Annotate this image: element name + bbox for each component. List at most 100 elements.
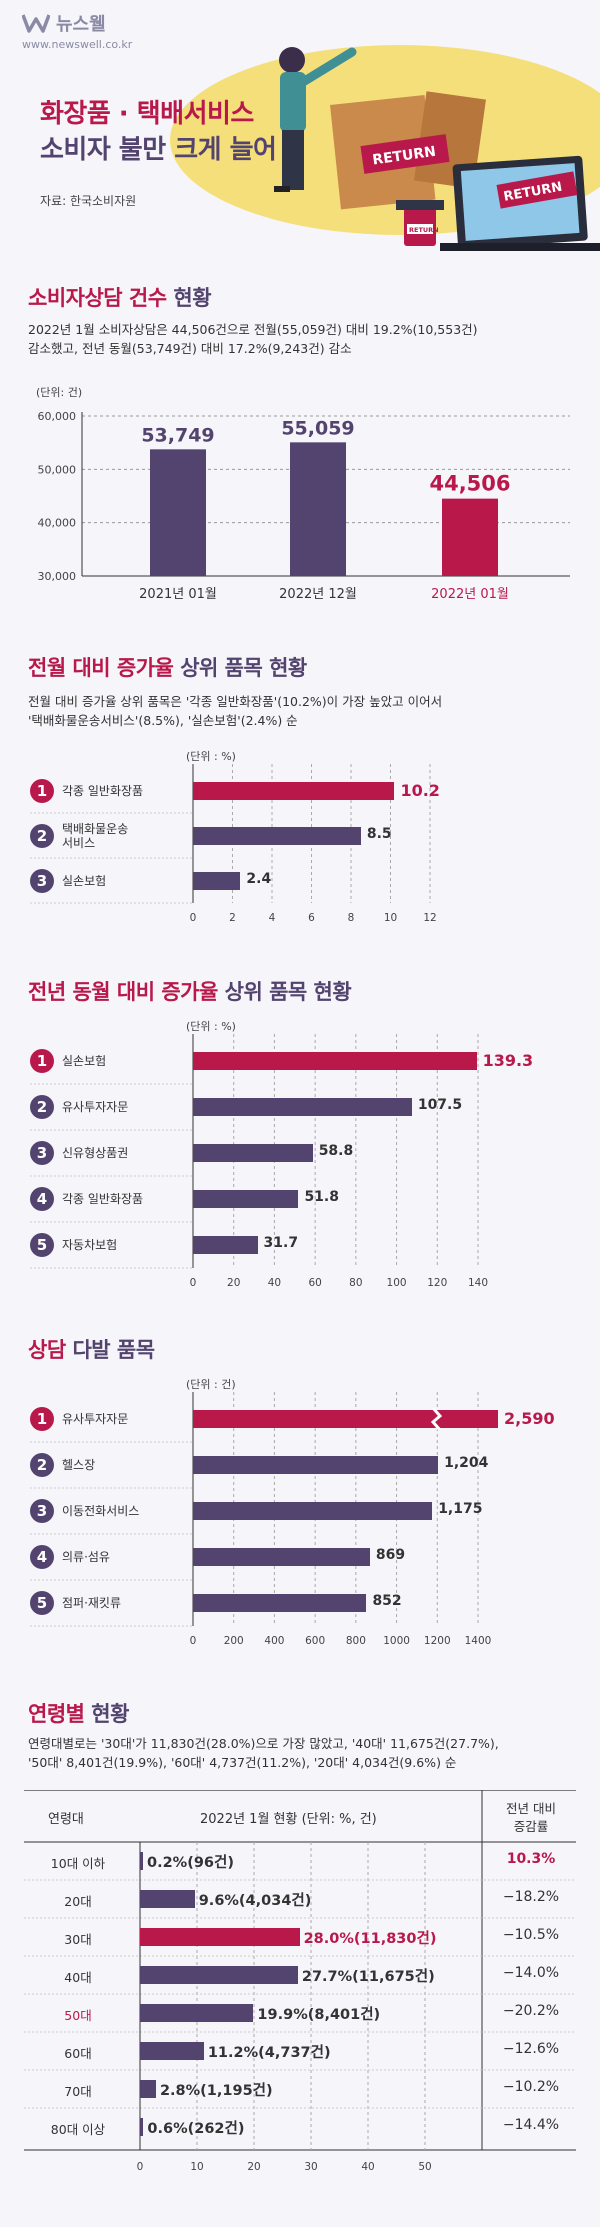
chart4-title: 상담 다발 품목 xyxy=(28,1334,155,1364)
chart3-x-tick: 100 xyxy=(387,1277,407,1289)
chart2-title-sub: 상위 품목 현황 xyxy=(180,656,307,680)
chart5-grid-svg: 0 10 20 30 40 50 xyxy=(24,1790,576,2173)
chart3-title: 전년 동월 대비 증가율 상위 품목 현황 xyxy=(28,976,352,1006)
chart4-value-label: 1,204 xyxy=(444,1455,489,1471)
chart5-bar xyxy=(140,1966,298,1984)
chart5-change-label: −18.2% xyxy=(502,1889,560,1905)
chart3-bar xyxy=(193,1052,477,1070)
chart4-rank-badge: 5 xyxy=(30,1591,54,1615)
chart5-desc-line1: 연령대별로는 '30대'가 11,830건(28.0%)으로 가장 많았고, '… xyxy=(28,1736,499,1751)
chart5-change-label: −12.6% xyxy=(502,2041,560,2057)
chart5-change-label: −10.2% xyxy=(502,2079,560,2095)
chart1-title-main: 소비자상담 건수 xyxy=(28,286,167,310)
chart5-bar xyxy=(140,2004,254,2022)
chart2-description: 전월 대비 증가율 상위 품목은 '각종 일반화장품'(10.2%)이 가장 높… xyxy=(28,692,588,730)
chart2-x-tick: 8 xyxy=(348,912,355,924)
chart2-title: 전월 대비 증가율 상위 품목 현황 xyxy=(28,652,307,682)
chart5-value-label: 19.9%(8,401건) xyxy=(257,2007,381,2023)
chart5-bar xyxy=(140,2118,144,2136)
chart5-value-label: 11.2%(4,737건) xyxy=(207,2045,331,2061)
chart5-value-label: 9.6%(4,034건) xyxy=(198,1893,312,1909)
chart2-x-tick: 4 xyxy=(269,912,276,924)
chart5-bar xyxy=(140,1852,143,1870)
brand-logo[interactable]: 뉴스웰 xyxy=(22,10,106,36)
chart5-change-label: 10.3% xyxy=(506,1851,556,1867)
chart5-x-tick: 20 xyxy=(247,2161,260,2173)
chart4-category-label: 의류·섬유 xyxy=(62,1550,110,1564)
chart2-category-label: 각종 일반화장품 xyxy=(62,783,144,798)
chart4-bar xyxy=(193,1502,433,1520)
chart3-bar xyxy=(193,1144,313,1162)
chart5-header-change-1: 전년 대비 xyxy=(506,1801,556,1816)
chart5-age-label: 40대 xyxy=(64,1970,92,1985)
chart5-value-label: 0.6%(262건) xyxy=(147,2121,245,2137)
chart1-title: 소비자상담 건수 현황 xyxy=(28,282,212,312)
chart3-category-label: 유사투자자문 xyxy=(62,1100,129,1114)
chart2-title-main: 전월 대비 증가율 xyxy=(28,656,174,680)
chart5-header-age: 연령대 xyxy=(48,1812,84,1827)
chart4-x-tick: 800 xyxy=(346,1635,366,1647)
chart3-grid-svg: 0 20 40 60 80 100 120 140 xyxy=(30,1034,488,1289)
headline: 화장품 · 택배서비스 소비자 불만 크게 늘어 xyxy=(40,96,277,168)
chart3-x-tick: 60 xyxy=(308,1277,321,1289)
axis-break-icon xyxy=(430,1408,443,1430)
chart5-age-label: 50대 xyxy=(64,2008,92,2023)
chart1-y-tick: 30,000 xyxy=(38,570,77,583)
chart1-bar xyxy=(150,449,206,576)
chart5-age-label: 80대 이상 xyxy=(50,2122,106,2137)
headline-line2: 소비자 불만 크게 늘어 xyxy=(40,135,277,165)
chart2-value-label: 8.5 xyxy=(366,825,392,842)
chart3-title-main: 전년 동월 대비 증가율 xyxy=(28,980,218,1004)
chart3-category-label: 각종 일반화장품 xyxy=(62,1192,144,1206)
chart4-bar xyxy=(193,1456,439,1474)
chart2-x-tick: 6 xyxy=(308,912,315,924)
chart5-x-tick: 30 xyxy=(304,2161,317,2173)
chart1-bar xyxy=(290,442,346,576)
chart4-x-tick: 600 xyxy=(305,1635,325,1647)
chart2-bar xyxy=(193,781,395,800)
chart5-bar xyxy=(140,2042,204,2060)
brand-name: 뉴스웰 xyxy=(56,14,106,35)
chart4-rank-badge: 1 xyxy=(30,1407,54,1431)
chart5-value-label: 0.2%(96건) xyxy=(147,1855,234,1871)
chart3-x-tick: 80 xyxy=(349,1277,362,1289)
return-label-3: RETURN xyxy=(409,226,439,234)
chart3-rank-badge: 4 xyxy=(30,1187,54,1211)
chart1-category-label: 2022년 12월 xyxy=(279,587,357,602)
chart5-change-label: −10.5% xyxy=(502,1927,560,1943)
chart3-value-label: 58.8 xyxy=(318,1143,354,1159)
chart5-x-tick: 40 xyxy=(361,2161,374,2173)
chart3-category-label: 신유형상품권 xyxy=(62,1146,129,1160)
chart1-description: 2022년 1월 소비자상담은 44,506건으로 전월(55,059건) 대비… xyxy=(28,320,588,358)
chart4-value-label: 869 xyxy=(375,1547,406,1563)
chart2-unit: (단위 : %) xyxy=(186,750,236,763)
chart1-y-tick: 50,000 xyxy=(38,463,77,476)
chart4-unit: (단위 : 건) xyxy=(186,1378,236,1391)
chart5-change-label: −14.4% xyxy=(502,2117,560,2133)
chart2-desc-line2: '택배화물운송서비스'(8.5%), '실손보험'(2.4%) 순 xyxy=(28,713,298,728)
chart4-value-label: 852 xyxy=(372,1593,402,1609)
chart4-bar xyxy=(193,1548,370,1566)
chart3-unit: (단위 : %) xyxy=(186,1020,236,1033)
chart2-grid-svg: 0 2 4 6 8 10 12 xyxy=(30,764,437,924)
chart3-rank-badge: 1 xyxy=(30,1049,54,1073)
chart4-grid-svg: 0 200 400 600 800 1000 1200 1400 xyxy=(30,1392,491,1647)
chart5-header-change-2: 증감률 xyxy=(513,1819,549,1834)
chart5-title: 연령별 현황 xyxy=(28,1698,129,1728)
chart2-value-label: 2.4 xyxy=(246,870,272,887)
chart2-x-tick: 0 xyxy=(190,912,197,924)
chart2-bar xyxy=(193,826,361,845)
chart1-title-sub: 현황 xyxy=(173,286,212,310)
chart1-category-label: 2021년 01월 xyxy=(139,587,217,602)
brand-url: www.newswell.co.kr xyxy=(22,38,133,51)
chart1-y-tick: 40,000 xyxy=(38,517,77,530)
chart3-x-tick: 120 xyxy=(427,1277,447,1289)
chart3-bar xyxy=(193,1098,412,1116)
chart3-x-tick: 40 xyxy=(268,1277,281,1289)
chart5-value-label: 27.7%(11,675건) xyxy=(301,1969,435,1985)
chart1-value-label: 53,749 xyxy=(141,424,214,446)
chart5-title-main: 연령별 xyxy=(28,1702,85,1726)
chart3-category-label: 자동차보험 xyxy=(62,1238,118,1252)
chart5-value-label: 28.0%(11,830건) xyxy=(303,1931,437,1947)
chart4-bar xyxy=(193,1594,367,1612)
